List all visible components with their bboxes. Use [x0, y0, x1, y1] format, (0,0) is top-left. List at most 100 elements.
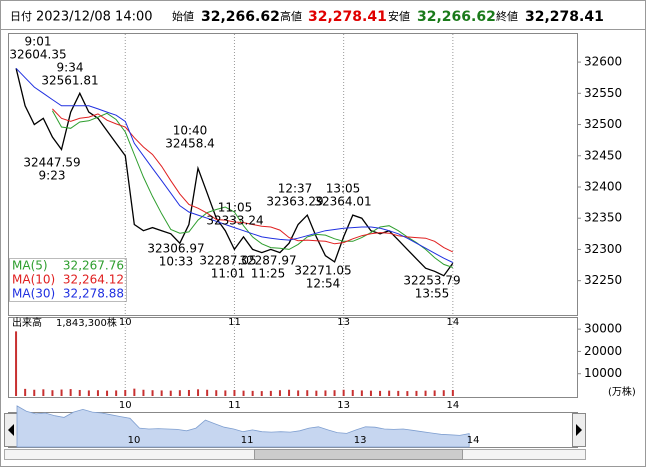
volume-bar — [51, 390, 54, 396]
y-unit-label: (万株) — [608, 385, 636, 398]
x-tick-label: 11 — [228, 400, 241, 411]
navigator-tick-label: 14 — [467, 435, 480, 446]
annotation-text: 11:25 — [251, 267, 286, 281]
annotation-text: 11:05 — [218, 201, 253, 215]
volume-bar — [406, 391, 409, 396]
x-tick-label: 10 — [119, 400, 132, 411]
annotation-text: 9:23 — [39, 169, 66, 183]
annotation-text: 13:05 — [326, 182, 361, 196]
volume-bar — [433, 390, 436, 396]
y-tick-label: 32400 — [584, 179, 622, 193]
scrollbar-thumb[interactable] — [254, 449, 463, 460]
volume-bar — [42, 389, 45, 396]
volume-bar — [260, 391, 263, 396]
volume-total: 1,843,300株 — [56, 316, 117, 329]
volume-bar — [315, 390, 318, 396]
y-tick-label: 10000 — [584, 366, 622, 380]
volume-title: 出来高 — [12, 316, 42, 329]
scroll-left-arrow — [8, 424, 14, 436]
x-tick-label: 10 — [119, 317, 132, 328]
volume-bar — [424, 390, 427, 396]
annotation-text: 32447.59 — [23, 156, 80, 170]
open-label: 始値 — [172, 9, 194, 23]
moving-average-line — [52, 108, 454, 253]
y-tick-label: 32250 — [584, 273, 622, 287]
high-label: 高値 — [280, 9, 302, 23]
annotation-text: 10:33 — [159, 255, 194, 269]
volume-bar — [360, 390, 363, 396]
volume-bar — [197, 389, 200, 396]
moving-average-line — [51, 110, 453, 268]
navigator-area — [16, 405, 470, 448]
volume-bar — [333, 390, 336, 396]
navigator-tick-label: 13 — [354, 435, 367, 446]
volume-bar — [306, 390, 309, 396]
legend-name: MA(5) — [12, 259, 48, 273]
annotation-text: 32458.4 — [165, 137, 215, 151]
price-plot-frame — [8, 33, 578, 316]
volume-bar — [178, 390, 181, 396]
date-label: 日付 — [10, 10, 32, 23]
volume-bar — [15, 331, 18, 396]
legend-value: 32,264.12 — [63, 273, 124, 287]
annotation-text: 32363.29 — [266, 195, 323, 209]
volume-bar — [388, 390, 391, 396]
navigator-tick-label: 10 — [128, 435, 141, 446]
x-tick-label: 13 — [337, 400, 350, 411]
x-tick-label: 14 — [446, 400, 459, 411]
volume-bar — [96, 390, 99, 396]
annotation-text: 32287.97 — [239, 254, 296, 268]
volume-bar — [133, 388, 136, 396]
volume-bar — [124, 389, 127, 396]
annotation-text: 9:34 — [57, 61, 84, 75]
annotation-text: 12:54 — [306, 277, 341, 291]
y-tick-label: 32300 — [584, 242, 622, 256]
volume-bar — [278, 390, 281, 396]
datetime: 2023/12/08 14:00 — [36, 10, 153, 25]
scroll-right-arrow — [576, 424, 582, 436]
y-tick-label: 20000 — [584, 344, 622, 358]
y-tick-label: 30000 — [584, 322, 622, 336]
annotation-text: 32333.24 — [206, 214, 263, 228]
volume-bar — [60, 389, 63, 396]
volume-bar — [224, 390, 227, 396]
volume-bar — [24, 388, 27, 396]
volume-bar — [415, 390, 418, 396]
y-tick-label: 32450 — [584, 148, 622, 162]
low-value: 32,266.62 — [417, 9, 496, 25]
volume-bar — [297, 390, 300, 396]
volume-bar — [233, 389, 236, 396]
volume-bar — [160, 390, 163, 396]
volume-bar — [69, 389, 72, 396]
volume-bar — [106, 390, 109, 396]
x-tick-label: 13 — [337, 317, 350, 328]
volume-bar — [151, 390, 154, 396]
annotation-text: 13:55 — [415, 287, 450, 301]
volume-bar — [169, 390, 172, 396]
volume-bar — [451, 389, 454, 396]
y-tick-label: 32550 — [584, 86, 622, 100]
navigator-tick-label: 11 — [241, 435, 254, 446]
y-tick-label: 32500 — [584, 117, 622, 131]
volume-plot-frame — [8, 317, 578, 398]
volume-bar — [379, 390, 382, 396]
annotation-text: 32364.01 — [314, 195, 371, 209]
high-value: 32,278.41 — [308, 9, 387, 25]
annotation-text: 9:01 — [25, 35, 52, 49]
legend-value: 32,278.88 — [63, 287, 124, 301]
volume-bar — [206, 389, 209, 396]
volume-bar — [269, 390, 272, 396]
volume-bar — [115, 390, 118, 396]
y-tick-label: 32350 — [584, 211, 622, 225]
annotation-text: 32306.97 — [147, 242, 204, 256]
volume-bar — [351, 389, 354, 396]
legend-box — [9, 258, 127, 302]
open-value: 32,266.62 — [201, 9, 280, 25]
annotation-text: 10:40 — [173, 124, 208, 138]
volume-bar — [87, 390, 90, 396]
volume-bar — [288, 389, 291, 396]
volume-bar — [342, 389, 345, 396]
moving-average-line — [15, 67, 454, 263]
